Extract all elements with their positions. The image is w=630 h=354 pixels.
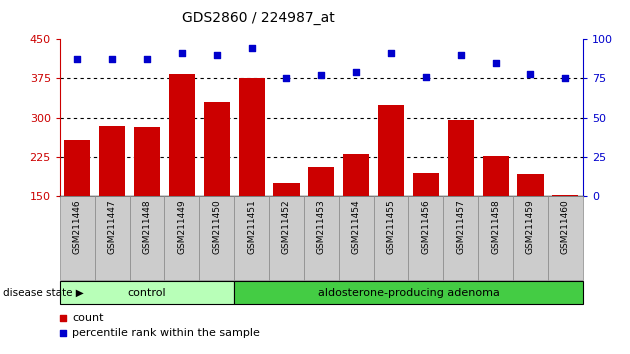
Point bbox=[107, 57, 117, 62]
Text: GSM211456: GSM211456 bbox=[421, 199, 430, 254]
Bar bbox=[378, 104, 404, 196]
Text: GSM211450: GSM211450 bbox=[212, 199, 221, 254]
Bar bbox=[483, 155, 508, 196]
Bar bbox=[169, 74, 195, 196]
FancyBboxPatch shape bbox=[304, 196, 339, 280]
Text: GSM211446: GSM211446 bbox=[73, 199, 82, 253]
FancyBboxPatch shape bbox=[234, 281, 583, 304]
Point bbox=[455, 52, 466, 57]
Point bbox=[58, 331, 68, 336]
Bar bbox=[448, 120, 474, 196]
FancyBboxPatch shape bbox=[164, 196, 199, 280]
Point bbox=[212, 52, 222, 57]
FancyBboxPatch shape bbox=[130, 196, 164, 280]
FancyBboxPatch shape bbox=[408, 196, 444, 280]
Text: count: count bbox=[72, 313, 104, 323]
Text: GSM211459: GSM211459 bbox=[526, 199, 535, 254]
Point bbox=[72, 57, 83, 62]
Bar bbox=[64, 140, 90, 196]
Point bbox=[560, 75, 570, 81]
Bar bbox=[99, 126, 125, 196]
FancyBboxPatch shape bbox=[374, 196, 408, 280]
FancyBboxPatch shape bbox=[94, 196, 130, 280]
Text: GSM211453: GSM211453 bbox=[317, 199, 326, 254]
Text: disease state ▶: disease state ▶ bbox=[3, 288, 84, 298]
Text: aldosterone-producing adenoma: aldosterone-producing adenoma bbox=[318, 288, 500, 298]
Text: GDS2860 / 224987_at: GDS2860 / 224987_at bbox=[182, 11, 335, 25]
Point bbox=[316, 72, 326, 78]
Point bbox=[351, 69, 361, 75]
Point bbox=[177, 50, 187, 56]
Bar bbox=[203, 102, 230, 196]
Bar bbox=[517, 174, 544, 196]
Bar bbox=[134, 127, 160, 196]
Text: GSM211449: GSM211449 bbox=[178, 199, 186, 253]
FancyBboxPatch shape bbox=[548, 196, 583, 280]
Text: GSM211448: GSM211448 bbox=[142, 199, 151, 253]
Text: GSM211455: GSM211455 bbox=[387, 199, 396, 254]
Text: GSM211454: GSM211454 bbox=[352, 199, 360, 253]
FancyBboxPatch shape bbox=[60, 196, 94, 280]
Text: GSM211447: GSM211447 bbox=[108, 199, 117, 253]
Point bbox=[386, 50, 396, 56]
Bar bbox=[308, 166, 335, 196]
Point bbox=[58, 315, 68, 321]
Text: GSM211452: GSM211452 bbox=[282, 199, 291, 253]
Point bbox=[282, 75, 292, 81]
Text: control: control bbox=[128, 288, 166, 298]
Point bbox=[491, 60, 501, 65]
FancyBboxPatch shape bbox=[199, 196, 234, 280]
FancyBboxPatch shape bbox=[444, 196, 478, 280]
Bar bbox=[273, 183, 299, 196]
Bar bbox=[239, 78, 265, 196]
FancyBboxPatch shape bbox=[269, 196, 304, 280]
Point bbox=[525, 71, 536, 76]
Text: GSM211451: GSM211451 bbox=[247, 199, 256, 254]
Point bbox=[142, 57, 152, 62]
Text: GSM211457: GSM211457 bbox=[456, 199, 465, 254]
Point bbox=[421, 74, 431, 80]
Bar bbox=[343, 154, 369, 196]
FancyBboxPatch shape bbox=[513, 196, 548, 280]
Point bbox=[246, 46, 256, 51]
FancyBboxPatch shape bbox=[234, 196, 269, 280]
Text: percentile rank within the sample: percentile rank within the sample bbox=[72, 329, 260, 338]
FancyBboxPatch shape bbox=[60, 281, 234, 304]
Text: GSM211458: GSM211458 bbox=[491, 199, 500, 254]
FancyBboxPatch shape bbox=[339, 196, 374, 280]
Text: GSM211460: GSM211460 bbox=[561, 199, 570, 254]
FancyBboxPatch shape bbox=[478, 196, 513, 280]
Bar bbox=[553, 195, 578, 196]
Bar bbox=[413, 173, 439, 196]
